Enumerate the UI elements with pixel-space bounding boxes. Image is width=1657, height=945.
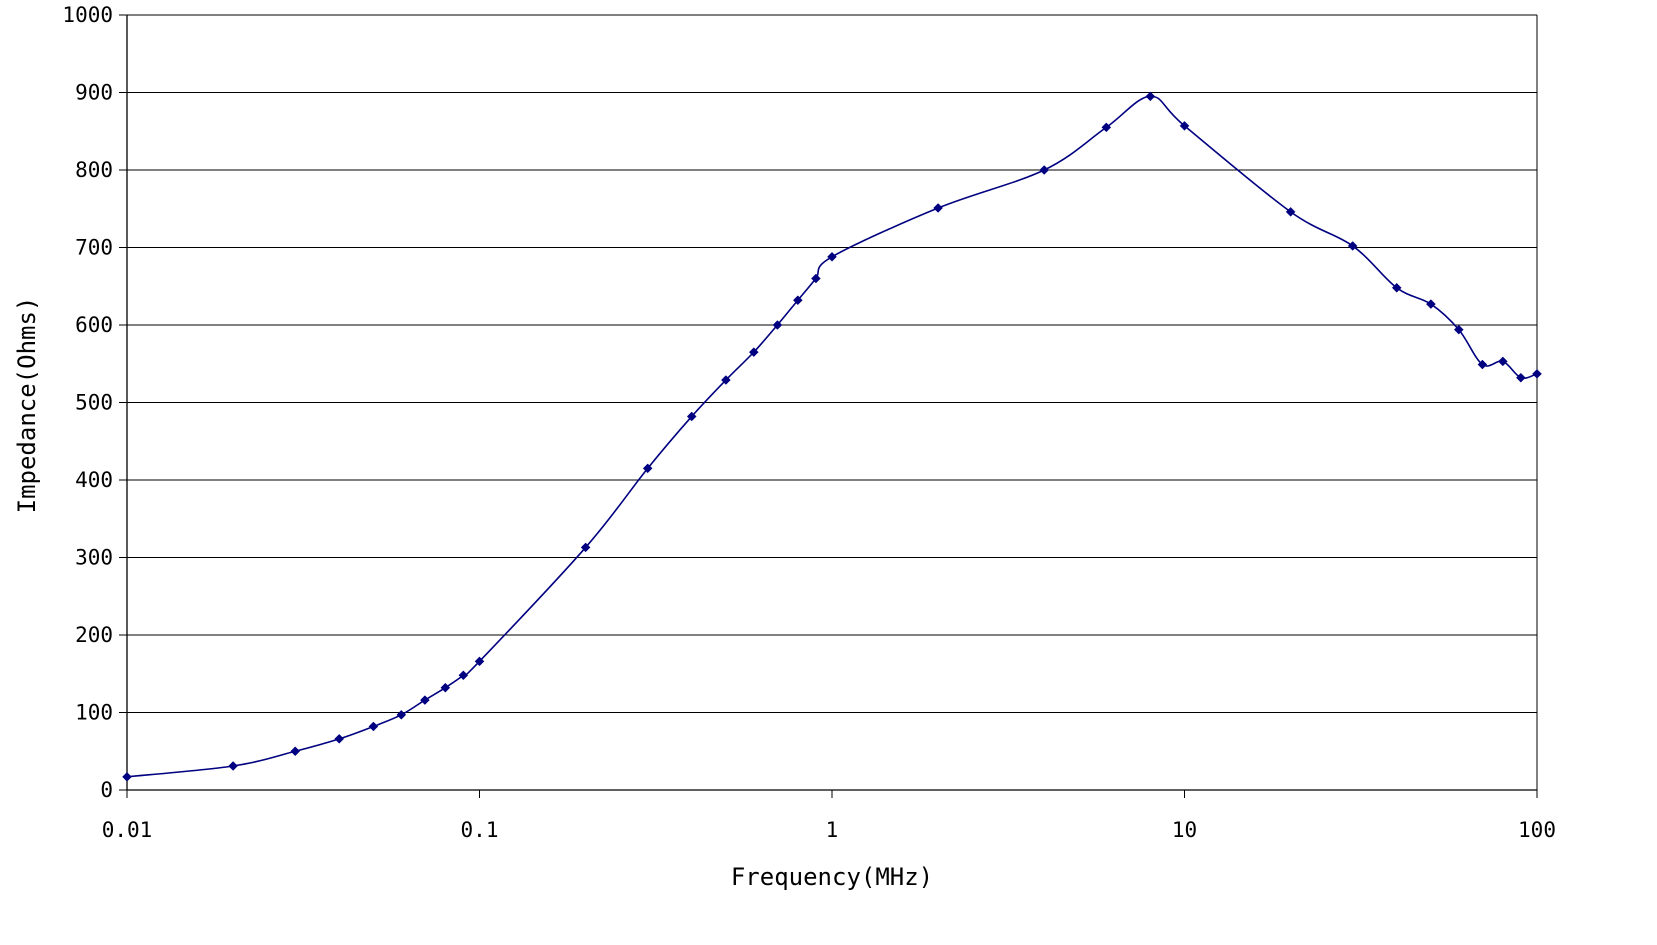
data-point-marker [474,656,485,667]
data-point-marker [368,721,379,732]
data-point-marker [1516,372,1526,383]
data-point-marker [792,295,803,306]
data-point-marker [827,251,837,262]
x-axis-title: Frequency(MHz) [731,863,933,891]
gridlines [127,14,1537,713]
y-tick-label: 1000 [62,3,113,27]
y-tick-label: 300 [75,546,113,570]
data-point-marker [1145,91,1156,102]
y-axis-tick-labels: 0 100 200 300 400 500 600 700 800 900 1000 [62,3,113,802]
x-tick-label: 100 [1518,818,1556,842]
data-point-marker [933,203,943,213]
data-point-marker [1101,122,1112,133]
x-tick-label: 0.1 [461,818,499,842]
data-point-marker [1285,206,1296,217]
y-tick-label: 900 [75,81,113,105]
data-point-marker [122,771,132,782]
y-tick-label: 700 [75,236,113,260]
x-axis-tick-labels: 0.01 0.1 1 10 100 [102,818,1556,842]
data-point-marker [642,463,653,474]
data-point-marker [1391,282,1402,293]
data-point-marker [290,746,301,757]
y-tick-label: 200 [75,623,113,647]
data-point-marker [1453,324,1464,335]
y-tick-label: 500 [75,391,113,415]
data-point-marker [580,542,591,553]
data-point-marker [420,695,430,705]
y-tick-label: 100 [75,701,113,725]
y-tick-label: 600 [75,313,113,337]
data-point-marker [772,320,783,330]
data-point-marker [228,761,238,771]
data-point-marker [458,670,469,681]
data-point-marker [440,682,451,693]
data-point-marker [1347,241,1358,251]
data-point-marker [721,375,731,385]
data-point-marker [1179,120,1190,131]
y-tick-label: 400 [75,468,113,492]
x-tick-label: 1 [826,818,839,842]
data-point-marker [1477,359,1488,370]
data-point-marker [1039,165,1050,175]
data-point-marker [811,273,821,284]
data-point-marker [396,709,407,720]
data-point-marker [1426,299,1436,309]
data-point-marker [686,411,697,422]
data-point-marker [334,733,345,744]
y-tick-label: 0 [100,778,113,802]
y-tick-label: 800 [75,158,113,182]
y-axis-title: Impedance(Ohms) [13,297,41,514]
series-markers [122,91,1542,782]
data-point-marker [748,347,759,357]
x-tick-label: 0.01 [102,818,153,842]
x-tick-label: 10 [1172,818,1197,842]
axes [119,14,1538,798]
data-point-marker [1532,368,1542,379]
data-point-marker [1497,356,1508,367]
